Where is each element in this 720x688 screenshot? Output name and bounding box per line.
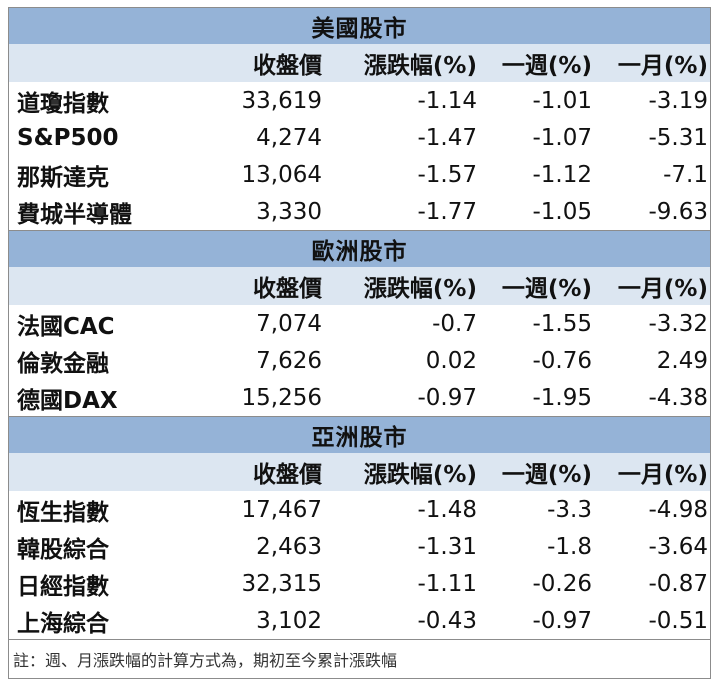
- header-change: 漲跌幅(%): [363, 462, 477, 488]
- table-row: 德國DAX 15,256 -0.97 -1.95 -4.38: [9, 379, 710, 416]
- section-title: 亞洲股市: [9, 416, 710, 453]
- close-value: 15,256: [241, 384, 322, 411]
- table-row: S&P500 4,274 -1.47 -1.07 -5.31: [9, 119, 710, 156]
- change-value: -1.47: [417, 124, 477, 151]
- table-row: 韓股綜合 2,463 -1.31 -1.8 -3.64: [9, 528, 710, 565]
- month-value: -9.63: [648, 198, 708, 225]
- index-name: 道瓊指數: [17, 90, 109, 117]
- index-name: 德國DAX: [17, 387, 118, 414]
- close-value: 3,102: [256, 607, 322, 634]
- column-header-row: 收盤價 漲跌幅(%) 一週(%) 一月(%): [9, 267, 710, 305]
- week-value: -1.55: [532, 310, 592, 337]
- header-close: 收盤價: [253, 276, 322, 302]
- index-name: 法國CAC: [17, 313, 115, 340]
- month-value: -3.32: [648, 310, 708, 337]
- month-value: -4.38: [648, 384, 708, 411]
- index-name: 恆生指數: [17, 499, 109, 526]
- header-week: 一週(%): [501, 462, 592, 488]
- header-month: 一月(%): [617, 462, 708, 488]
- index-name: 上海綜合: [17, 610, 109, 637]
- close-value: 7,626: [256, 347, 322, 374]
- column-header-row: 收盤價 漲跌幅(%) 一週(%) 一月(%): [9, 453, 710, 491]
- month-value: -0.87: [648, 570, 708, 597]
- week-value: -0.97: [532, 607, 592, 634]
- header-change: 漲跌幅(%): [363, 276, 477, 302]
- section-asia-stocks: 亞洲股市 收盤價 漲跌幅(%) 一週(%) 一月(%) 恆生指數 17,467 …: [9, 416, 710, 639]
- table-row: 那斯達克 13,064 -1.57 -1.12 -7.1: [9, 156, 710, 193]
- month-value: -3.64: [648, 533, 708, 560]
- week-value: -3.3: [547, 496, 592, 523]
- week-value: -1.05: [532, 198, 592, 225]
- close-value: 3,330: [256, 198, 322, 225]
- table-row: 倫敦金融 7,626 0.02 -0.76 2.49: [9, 342, 710, 379]
- month-value: -0.51: [648, 607, 708, 634]
- week-value: -1.07: [532, 124, 592, 151]
- index-name: S&P500: [17, 124, 119, 151]
- table-row: 日經指數 32,315 -1.11 -0.26 -0.87: [9, 565, 710, 602]
- month-value: -4.98: [648, 496, 708, 523]
- close-value: 13,064: [241, 161, 322, 188]
- section-title: 歐洲股市: [9, 230, 710, 267]
- index-name: 日經指數: [17, 573, 109, 600]
- header-close: 收盤價: [253, 53, 322, 79]
- header-week: 一週(%): [501, 276, 592, 302]
- table-row: 費城半導體 3,330 -1.77 -1.05 -9.63: [9, 193, 710, 230]
- column-header-row: 收盤價 漲跌幅(%) 一週(%) 一月(%): [9, 44, 710, 82]
- close-value: 32,315: [241, 570, 322, 597]
- header-close: 收盤價: [253, 462, 322, 488]
- table-row: 道瓊指數 33,619 -1.14 -1.01 -3.19: [9, 82, 710, 119]
- index-name: 韓股綜合: [17, 536, 109, 563]
- change-value: 0.02: [425, 347, 477, 374]
- table-row: 法國CAC 7,074 -0.7 -1.55 -3.32: [9, 305, 710, 342]
- close-value: 4,274: [256, 124, 322, 151]
- week-value: -1.01: [532, 87, 592, 114]
- change-value: -1.77: [417, 198, 477, 225]
- month-value: 2.49: [656, 347, 708, 374]
- month-value: -7.1: [663, 161, 708, 188]
- index-name: 那斯達克: [17, 164, 109, 191]
- index-name: 費城半導體: [17, 201, 132, 228]
- section-europe-stocks: 歐洲股市 收盤價 漲跌幅(%) 一週(%) 一月(%) 法國CAC 7,074 …: [9, 230, 710, 416]
- footnote: 註：週、月漲跌幅的計算方式為，期初至今累計漲跌幅: [9, 639, 710, 678]
- header-week: 一週(%): [501, 53, 592, 79]
- section-title: 美國股市: [9, 8, 710, 44]
- week-value: -1.8: [547, 533, 592, 560]
- table-row: 恆生指數 17,467 -1.48 -3.3 -4.98: [9, 491, 710, 528]
- month-value: -5.31: [648, 124, 708, 151]
- section-us-stocks: 美國股市 收盤價 漲跌幅(%) 一週(%) 一月(%) 道瓊指數 33,619 …: [9, 8, 710, 230]
- change-value: -1.48: [417, 496, 477, 523]
- close-value: 7,074: [256, 310, 322, 337]
- index-name: 倫敦金融: [17, 350, 109, 377]
- header-month: 一月(%): [617, 276, 708, 302]
- header-month: 一月(%): [617, 53, 708, 79]
- week-value: -0.76: [532, 347, 592, 374]
- change-value: -0.43: [417, 607, 477, 634]
- week-value: -1.95: [532, 384, 592, 411]
- close-value: 33,619: [241, 87, 322, 114]
- close-value: 17,467: [241, 496, 322, 523]
- change-value: -1.31: [417, 533, 477, 560]
- change-value: -1.57: [417, 161, 477, 188]
- stock-market-table: 美國股市 收盤價 漲跌幅(%) 一週(%) 一月(%) 道瓊指數 33,619 …: [8, 7, 711, 679]
- change-value: -1.11: [417, 570, 477, 597]
- change-value: -0.7: [432, 310, 477, 337]
- table-row: 上海綜合 3,102 -0.43 -0.97 -0.51: [9, 602, 710, 639]
- month-value: -3.19: [648, 87, 708, 114]
- week-value: -1.12: [532, 161, 592, 188]
- close-value: 2,463: [256, 533, 322, 560]
- change-value: -0.97: [417, 384, 477, 411]
- week-value: -0.26: [532, 570, 592, 597]
- header-change: 漲跌幅(%): [363, 53, 477, 79]
- change-value: -1.14: [417, 87, 477, 114]
